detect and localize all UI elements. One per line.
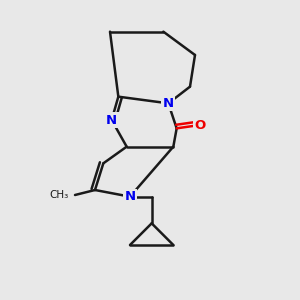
Text: N: N <box>163 97 174 110</box>
Text: N: N <box>106 113 117 127</box>
Text: O: O <box>194 118 206 131</box>
Text: N: N <box>124 190 136 203</box>
Text: CH₃: CH₃ <box>50 190 69 200</box>
